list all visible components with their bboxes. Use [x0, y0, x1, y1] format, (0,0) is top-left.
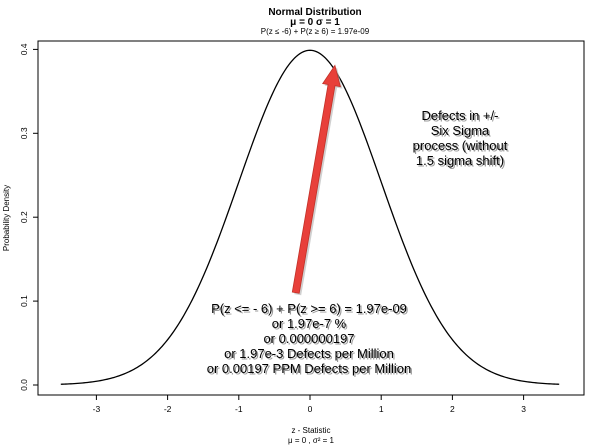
y-tick-label: 0.0 [19, 379, 29, 391]
y-axis: 0.0 0.1 0.2 0.3 0.4 [19, 43, 39, 391]
y-tick-label: 0.1 [19, 295, 29, 307]
note-line-shadow: Six Sigma [432, 125, 491, 140]
y-tick-label: 0.3 [19, 127, 29, 139]
note-line-shadow: process (without [414, 140, 509, 155]
note-line: Defects in +/- [422, 108, 499, 123]
note-line-shadow: 1.5 sigma shift) [417, 155, 505, 170]
note-line-shadow: or 0.00197 PPM Defects per Million [208, 363, 412, 378]
x-tick-label: -2 [164, 404, 172, 414]
note-line: or 1.97e-3 Defects per Million [224, 346, 394, 361]
note-line-shadow: P(z <= - 6) + P(z >= 6) = 1.97e-09 [213, 303, 409, 318]
note-line: P(z <= - 6) + P(z >= 6) = 1.97e-09 [211, 301, 407, 316]
y-tick-label: 0.4 [19, 43, 29, 55]
chart-title: Normal Distribution [268, 7, 361, 18]
x-tick-label: 3 [521, 404, 526, 414]
x-tick-label: -3 [93, 404, 101, 414]
x-tick-label: -1 [235, 404, 243, 414]
six-sigma-note: Defects in +/-Defects in +/-Six SigmaSix… [413, 108, 510, 170]
x-tick-label: 1 [379, 404, 384, 414]
x-axis: -3 -2 -1 0 1 2 3 [93, 394, 526, 414]
note-line-shadow: or 1.97e-7 % [273, 318, 348, 333]
note-line: or 1.97e-7 % [272, 316, 347, 331]
note-line: Six Sigma [431, 123, 490, 138]
y-tick-label: 0.2 [19, 211, 29, 223]
note-line: process (without [413, 138, 508, 153]
x-axis-label: z - Statistic [291, 426, 330, 435]
density-curve [60, 49, 560, 385]
note-line-shadow: or 1.97e-3 Defects per Million [226, 348, 396, 363]
note-line-shadow: or 0.000000197 [265, 333, 356, 348]
x-tick-label: 0 [308, 404, 313, 414]
defect-probability-note: P(z <= - 6) + P(z >= 6) = 1.97e-09P(z <=… [207, 301, 413, 378]
y-axis-label: Probability Density [2, 185, 11, 251]
annotation-arrow [291, 64, 343, 296]
x-tick-label: 2 [450, 404, 455, 414]
x-axis-label-params: μ = 0 , σ² = 1 [288, 436, 335, 445]
chart-title-params: μ = 0 σ = 1 [290, 17, 340, 28]
chart-subtitle: P(z ≤ -6) + P(z ≥ 6) = 1.97e-09 [261, 27, 370, 36]
note-line: or 0.00197 PPM Defects per Million [207, 361, 411, 376]
note-line: or 0.000000197 [263, 331, 354, 346]
note-line-shadow: Defects in +/- [423, 110, 500, 125]
arrow-body [291, 64, 341, 294]
note-line: 1.5 sigma shift) [416, 153, 504, 168]
